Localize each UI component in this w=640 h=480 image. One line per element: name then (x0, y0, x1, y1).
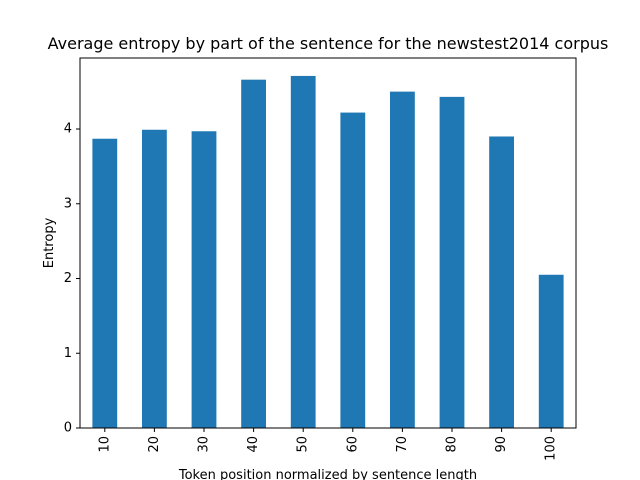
bar-30 (191, 131, 217, 429)
x-tick-label: 40 (246, 436, 261, 453)
bar-70 (390, 91, 415, 429)
plot-frame (79, 57, 577, 429)
bar-100 (538, 274, 564, 428)
bar-90 (489, 136, 514, 428)
x-axis-label: Token position normalized by sentence le… (178, 468, 477, 480)
x-tick-label: 50 (296, 436, 311, 453)
x-axis-ticks: 10 20 30 40 50 60 70 80 90 100 (97, 428, 559, 461)
y-tick-label: 1 (64, 346, 72, 361)
x-tick-label: 70 (395, 436, 410, 453)
x-tick-label: 100 (544, 436, 559, 461)
bar-60 (340, 112, 366, 428)
x-tick-label: 80 (445, 436, 460, 453)
x-tick-label: 90 (494, 436, 509, 453)
x-tick-label: 10 (97, 436, 112, 453)
y-tick-label: 4 (64, 122, 72, 137)
bar-80 (439, 96, 465, 429)
bar-20 (142, 129, 167, 428)
bar-50 (290, 75, 316, 428)
y-axis-ticks: 0 1 2 3 4 (64, 122, 80, 436)
bars-group (92, 75, 564, 429)
y-tick-label: 0 (64, 421, 72, 436)
y-tick-label: 3 (64, 196, 72, 211)
bar-10 (92, 138, 118, 428)
y-axis-label: Entropy (42, 217, 57, 268)
bar-40 (241, 79, 266, 429)
x-tick-label: 60 (345, 436, 360, 453)
x-tick-label: 20 (147, 436, 162, 453)
x-tick-label: 30 (197, 436, 212, 453)
chart-title: Average entropy by part of the sentence … (48, 34, 609, 53)
y-tick-label: 2 (64, 271, 72, 286)
